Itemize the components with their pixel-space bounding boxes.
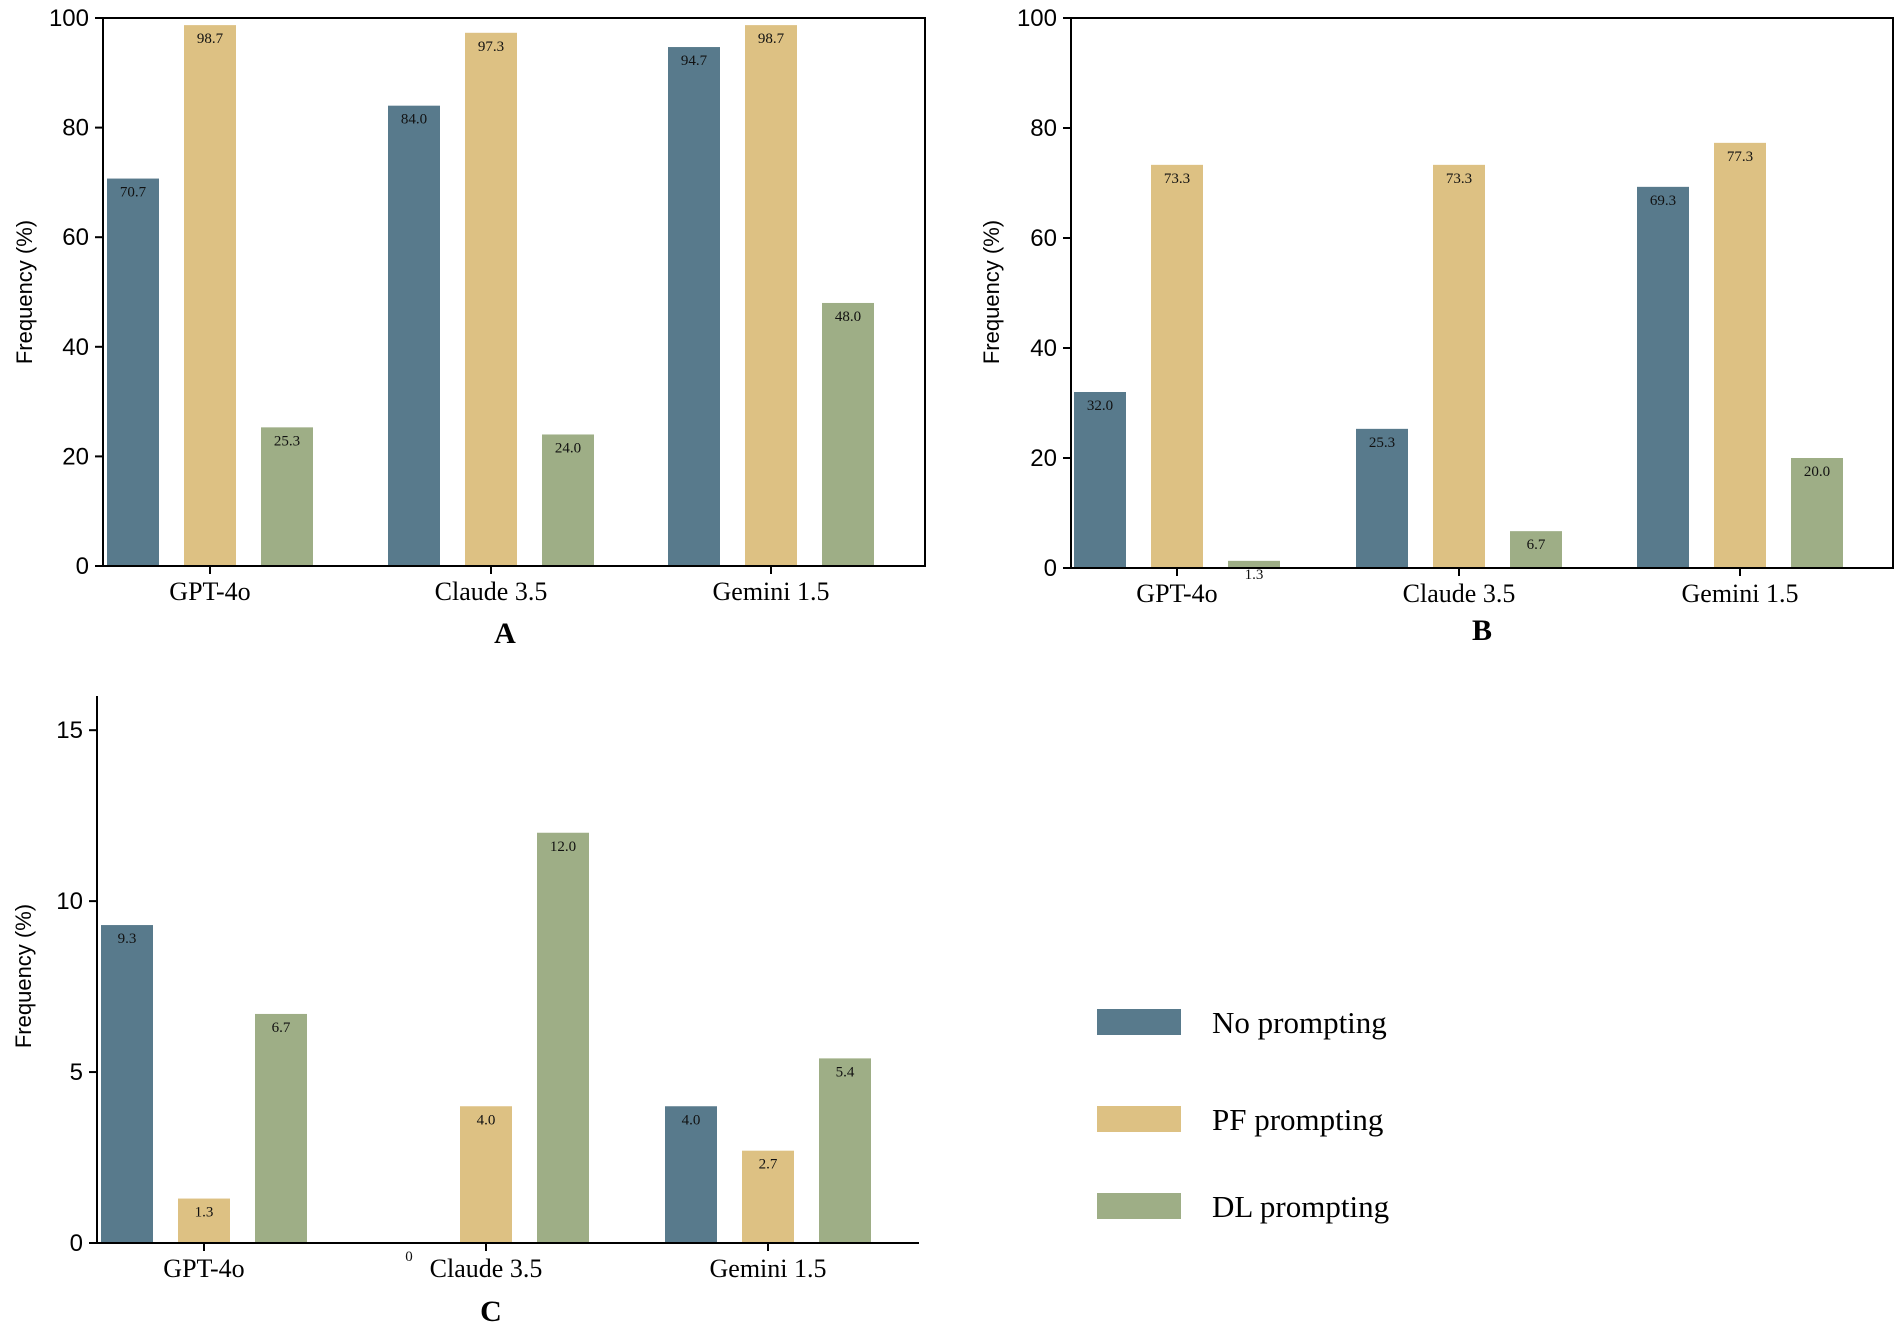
panel-a-bar-gemini-1-5-dl-prompting [822, 302, 874, 566]
panel-c-bar-claude-3-5-dl-prompting [537, 832, 589, 1243]
panel-c-bar-gemini-1-5-no-prompting [665, 1106, 717, 1243]
legend: No prompting PF prompting DL prompting [1097, 1005, 1389, 1224]
panel-b-y-tick-label: 80 [1030, 115, 1057, 142]
panel-b-y-tick-label: 40 [1030, 335, 1057, 362]
panel-b-y-axis-label: Frequency (%) [979, 220, 1004, 364]
panel-b-bar-claude-3-5-no-prompting [1356, 428, 1408, 568]
panel-c-value-label: 1.3 [195, 1205, 214, 1221]
panel-b-value-label: 6.7 [1527, 537, 1546, 553]
panel-b-value-label: 69.3 [1650, 193, 1676, 209]
panel-c-bar-gemini-1-5-dl-prompting [819, 1058, 871, 1243]
panel-b-bar-gpt-4o-no-prompting [1074, 392, 1126, 568]
panel-c-x-tick-label: Gemini 1.5 [710, 1254, 827, 1283]
panel-a-value-label: 25.3 [274, 433, 300, 449]
panel-a-bar-gpt-4o-no-prompting [107, 178, 159, 566]
panel-a-value-label: 94.7 [681, 53, 708, 69]
panel-c-y-tick-label: 0 [70, 1230, 83, 1257]
panel-b-bar-claude-3-5-pf-prompting [1433, 164, 1485, 568]
panel-c-x-tick-label: Claude 3.5 [430, 1254, 543, 1283]
panel-b-value-label: 73.3 [1446, 171, 1472, 187]
panel-a-y-axis-label: Frequency (%) [12, 220, 37, 364]
panel-b-bar-gemini-1-5-dl-prompting [1791, 458, 1843, 568]
panel-b-bar-gemini-1-5-no-prompting [1637, 186, 1689, 568]
panel-a-bar-claude-3-5-no-prompting [388, 105, 440, 567]
panel-c-x-tick-label: GPT-4o [163, 1254, 244, 1283]
panel-c-y-tick-label: 15 [56, 717, 83, 744]
legend-label-dl-prompting: DL prompting [1212, 1189, 1389, 1224]
panel-b-x-tick-label: Gemini 1.5 [1682, 579, 1799, 608]
panel-b-bar-gpt-4o-dl-prompting [1228, 560, 1280, 568]
legend-label-no-prompting: No prompting [1212, 1005, 1387, 1040]
legend-swatch-no-prompting [1097, 1009, 1181, 1035]
panel-a-y-tick-label: 100 [49, 5, 89, 32]
panel-b-x-tick-label: GPT-4o [1136, 579, 1217, 608]
panel-a-value-label: 98.7 [197, 31, 224, 47]
panel-b-y-tick-label: 60 [1030, 225, 1057, 252]
panel-c-letter: C [480, 1295, 502, 1328]
panel-a-value-label: 48.0 [835, 309, 861, 325]
panel-c-value-label: 4.0 [477, 1112, 496, 1128]
panel-b-bar-claude-3-5-dl-prompting [1510, 531, 1562, 568]
legend-swatch-dl-prompting [1097, 1193, 1181, 1219]
chart-panel-a: 70.7 84.0 94.7 98.7 97.3 98.7 25.3 24.0 48.0 0 20 4… [12, 5, 926, 650]
panel-b-x-tick-label: Claude 3.5 [1403, 579, 1516, 608]
panel-b-value-label: 32.0 [1087, 398, 1113, 414]
panel-c-bar-gemini-1-5-pf-prompting [742, 1150, 794, 1243]
panel-a-value-label: 98.7 [758, 31, 785, 47]
panel-b-bar-gemini-1-5-pf-prompting [1714, 142, 1766, 568]
panel-a-letter: A [494, 617, 516, 650]
panel-c-value-label: 6.7 [272, 1020, 291, 1036]
panel-c-value-label: 9.3 [118, 931, 137, 947]
panel-b-value-label: 77.3 [1727, 149, 1753, 165]
panel-c-value-label: 12.0 [550, 839, 576, 855]
panel-b-value-label: 25.3 [1369, 435, 1395, 451]
panel-a-value-label: 24.0 [555, 440, 581, 456]
panel-c-bar-claude-3-5-pf-prompting [460, 1106, 512, 1243]
panel-a-y-tick-label: 40 [62, 334, 89, 361]
panel-a-y-tick-label: 80 [62, 115, 89, 142]
panel-a-y-tick-label: 0 [76, 553, 89, 580]
panel-a-x-tick-label: GPT-4o [169, 577, 250, 606]
panel-a-bar-gpt-4o-pf-prompting [184, 25, 236, 566]
panel-b-value-label: 20.0 [1804, 464, 1830, 480]
chart-panel-c: 9.3 0 4.0 1.3 4.0 2.7 6.7 12.0 5.4 0 5 10 15 GPT-4o Cl… [11, 696, 919, 1328]
panel-b-y-tick-label: 20 [1030, 445, 1057, 472]
chart-panel-b: 32.0 25.3 69.3 73.3 73.3 77.3 1.3 6.7 20.0 0 20 40 6… [979, 5, 1894, 647]
panel-c-bar-gpt-4o-no-prompting [101, 925, 153, 1243]
panel-a-value-label: 70.7 [120, 185, 147, 201]
panel-c-bar-gpt-4o-dl-prompting [255, 1013, 307, 1243]
panel-a-x-tick-label: Claude 3.5 [435, 577, 548, 606]
panel-a-value-label: 84.0 [401, 112, 427, 128]
panel-c-value-label: 4.0 [682, 1112, 701, 1128]
panel-c-bar-gpt-4o-pf-prompting [178, 1198, 230, 1243]
panel-b-value-label: 73.3 [1164, 171, 1190, 187]
panel-b-y-tick-label: 0 [1044, 555, 1057, 582]
panel-a-bar-claude-3-5-pf-prompting [465, 32, 517, 566]
panel-a-bar-gemini-1-5-no-prompting [668, 47, 720, 566]
panel-b-value-label: 1.3 [1245, 567, 1264, 583]
panel-c-y-axis-label: Frequency (%) [11, 904, 36, 1048]
panel-a-bar-gpt-4o-dl-prompting [261, 427, 313, 566]
legend-label-pf-prompting: PF prompting [1212, 1102, 1383, 1137]
panel-a-value-label: 97.3 [478, 39, 504, 55]
legend-swatch-pf-prompting [1097, 1106, 1181, 1132]
panel-c-y-tick-label: 5 [70, 1059, 83, 1086]
panel-b-letter: B [1472, 614, 1492, 647]
panel-a-bar-gemini-1-5-pf-prompting [745, 25, 797, 566]
panel-a-bar-claude-3-5-dl-prompting [542, 434, 594, 566]
panel-b-bar-gpt-4o-pf-prompting [1151, 164, 1203, 568]
panel-a-y-tick-label: 60 [62, 224, 89, 251]
panel-c-value-label: 5.4 [836, 1064, 855, 1080]
panel-a-plot-frame [102, 17, 926, 567]
panel-c-value-label: 0 [405, 1249, 413, 1265]
panel-a-y-tick-label: 20 [62, 443, 89, 470]
panel-c-value-label: 2.7 [759, 1157, 778, 1173]
panel-c-y-tick-label: 10 [56, 888, 83, 915]
panel-a-x-tick-label: Gemini 1.5 [713, 577, 830, 606]
panel-b-y-tick-label: 100 [1017, 5, 1057, 32]
panel-b-plot-frame [1070, 17, 1894, 569]
